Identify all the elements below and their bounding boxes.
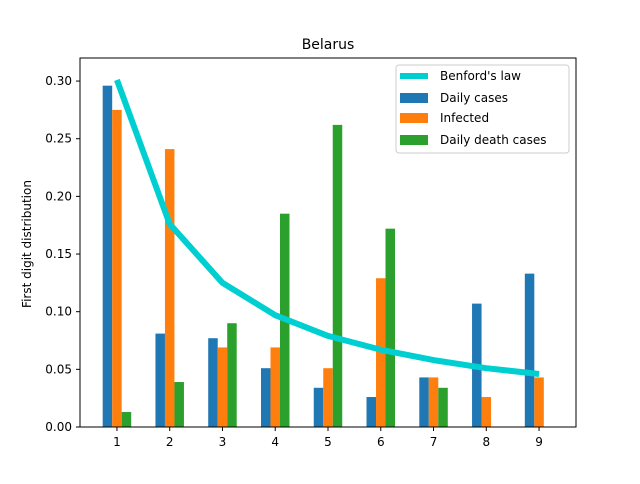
bar-daily-cases-7 [419,377,429,427]
benford-line-layer [114,78,540,377]
y-tick-label: 0.05 [45,362,72,376]
bar-infected-9 [534,377,544,427]
x-tick-label: 6 [377,435,385,449]
bar-infected-3 [217,347,228,427]
x-tick-label: 4 [271,435,279,449]
y-tick-label: 0.30 [45,74,72,88]
bar-infected-8 [481,397,492,427]
bar-daily-death-cases-1 [121,412,132,427]
bar-infected-1 [112,109,122,427]
y-tick-label: 0.25 [45,132,72,146]
bar-daily-cases-2 [155,333,165,427]
bar-daily-cases-3 [208,338,218,427]
chart-title: Belarus [302,37,355,53]
bar-daily-death-cases-7 [438,387,448,427]
legend-label-daily-death-cases: Daily death cases [440,133,547,147]
x-tick-label: 9 [535,435,543,449]
bar-infected-7 [428,377,439,427]
y-tick-label: 0.20 [45,189,72,203]
bar-infected-5 [323,368,333,427]
bar-daily-cases-5 [313,387,324,427]
legend-swatch-infected [400,113,428,123]
bar-infected-2 [164,149,175,428]
x-tick-label: 7 [430,435,438,449]
legend-box [395,64,570,154]
bar-daily-cases-4 [260,368,271,427]
bar-infected-4 [270,347,280,427]
y-tick-label: 0.15 [45,247,72,261]
legend-label-benford-law: Benford's law [440,69,521,83]
x-tick-label: 1 [113,435,121,449]
legend-swatch-daily-cases [400,93,428,103]
legend-label-infected: Infected [440,111,489,125]
legend-swatch-daily-death-cases [400,135,428,145]
y-ticks: 0.00 0.05 0.10 0.15 0.20 0.25 0.30 [45,74,80,434]
x-ticks: 1 2 3 4 5 6 7 8 9 [113,427,543,449]
x-tick-label: 2 [166,435,174,449]
bar-daily-death-cases-6 [385,228,396,427]
bar-daily-death-cases-2 [174,382,184,427]
bar-daily-cases-9 [524,273,535,427]
benford-law-line [114,78,540,377]
y-tick-label: 0.10 [45,305,72,319]
bar-daily-death-cases-3 [227,323,237,427]
x-tick-label: 5 [324,435,332,449]
bar-daily-cases-1 [102,85,113,428]
x-tick-label: 3 [219,435,227,449]
y-axis-label: First digit distribution [20,180,34,308]
x-tick-label: 8 [482,435,490,449]
legend-label-daily-cases: Daily cases [440,91,508,105]
bar-daily-death-cases-5 [332,124,343,427]
bar-daily-cases-6 [366,397,377,427]
y-tick-label: 0.00 [45,420,72,434]
legend: Benford's law Daily cases Infected Daily de… [395,64,570,154]
